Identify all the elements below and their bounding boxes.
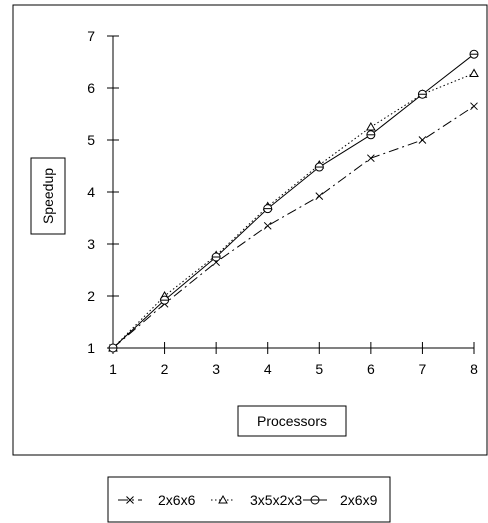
y-tick-label-3: 3 [87, 236, 95, 252]
y-tick-label-5: 5 [87, 132, 95, 148]
x-tick-label-5: 5 [315, 361, 323, 377]
x-tick-label-2: 2 [161, 361, 169, 377]
series-point-2x6x6-6 [367, 154, 375, 163]
x-tick-label-4: 4 [264, 361, 272, 377]
series-point-2x6x9-7 [417, 89, 427, 99]
legend-marker-3x5x2x3 [218, 494, 228, 504]
legend: 2x6x6 3x5x2x3 2x6x9 [118, 492, 378, 508]
y-tick-label-4: 4 [87, 184, 95, 200]
x-axis-title-box [237, 405, 347, 437]
series-point-2x6x9-4 [263, 204, 273, 214]
series-line-3x5x2x3 [112, 72, 475, 349]
series-point-3x5x2x3-6 [365, 121, 376, 131]
series-point-2x6x6-4 [263, 221, 272, 230]
legend-label-3x5x2x3: 3x5x2x3 [250, 492, 302, 508]
legend-marker-2x6x9 [310, 495, 320, 505]
series-point-2x6x9-8 [469, 49, 479, 59]
series-point-2x6x6-5 [315, 192, 324, 201]
legend-label-2x6x9: 2x6x9 [340, 492, 378, 508]
x-tick-label-6: 6 [367, 361, 375, 377]
series-layer [108, 49, 479, 353]
axes: 1 2 3 4 5 6 7 8 1 2 3 4 5 6 7 [87, 28, 478, 377]
series-point-2x6x9-6 [366, 130, 376, 140]
series-point-2x6x9-1 [108, 343, 118, 353]
series-point-2x6x6-7 [418, 136, 427, 144]
series-point-3x5x2x3-8 [469, 68, 479, 77]
series-point-2x6x9-3 [211, 252, 221, 262]
legend-label-2x6x6: 2x6x6 [158, 492, 196, 508]
legend-marker-2x6x6 [126, 496, 134, 504]
y-axis-title: Speedup [40, 168, 56, 224]
y-tick-label-1: 1 [87, 340, 95, 356]
series-line-2x6x9 [112, 53, 475, 349]
x-tick-label-1: 1 [109, 361, 117, 377]
x-tick-label-7: 7 [419, 361, 427, 377]
y-axis-title-box [30, 157, 66, 235]
x-tick-label-3: 3 [212, 361, 220, 377]
y-tick-label-7: 7 [87, 28, 95, 44]
x-tick-label-8: 8 [470, 361, 478, 377]
series-point-2x6x9-2 [160, 295, 170, 305]
legend-box [107, 476, 391, 523]
series-point-2x6x9-5 [314, 162, 324, 172]
y-tick-label-2: 2 [87, 288, 95, 304]
series-point-2x6x6-8 [470, 102, 478, 111]
y-tick-label-6: 6 [87, 80, 95, 96]
x-axis-title: Processors [257, 413, 327, 429]
series-line-2x6x6 [112, 105, 475, 349]
plot-frame [12, 4, 488, 456]
